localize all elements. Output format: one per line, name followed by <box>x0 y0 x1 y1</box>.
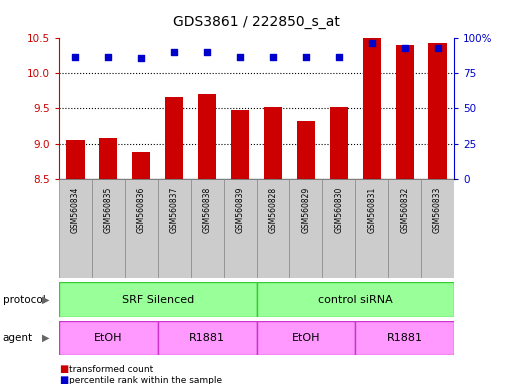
Bar <box>428 43 447 179</box>
Bar <box>59 321 158 355</box>
Text: SRF Silenced: SRF Silenced <box>122 295 194 305</box>
Bar <box>59 282 256 317</box>
Bar <box>158 179 191 278</box>
Text: GSM560837: GSM560837 <box>170 187 179 233</box>
Text: control siRNA: control siRNA <box>318 295 392 305</box>
Bar <box>132 152 150 179</box>
Bar <box>256 282 454 317</box>
Bar <box>355 321 454 355</box>
Bar <box>297 121 315 179</box>
Text: R1881: R1881 <box>387 333 423 343</box>
Text: ▶: ▶ <box>43 333 50 343</box>
Text: EtOH: EtOH <box>94 333 123 343</box>
Bar <box>158 321 256 355</box>
Text: transformed count: transformed count <box>69 365 153 374</box>
Text: ■: ■ <box>59 375 68 384</box>
Bar <box>231 110 249 179</box>
Point <box>71 53 80 60</box>
Point <box>269 53 277 60</box>
Text: GSM560833: GSM560833 <box>433 187 442 233</box>
Text: GSM560830: GSM560830 <box>334 187 343 233</box>
Bar <box>330 107 348 179</box>
Bar <box>59 179 92 278</box>
Point <box>401 45 409 51</box>
Text: agent: agent <box>3 333 33 343</box>
Bar <box>191 179 224 278</box>
Bar <box>198 94 216 179</box>
Text: GSM560836: GSM560836 <box>137 187 146 233</box>
Bar <box>289 179 322 278</box>
Point <box>302 53 310 60</box>
Text: GDS3861 / 222850_s_at: GDS3861 / 222850_s_at <box>173 15 340 29</box>
Bar <box>363 38 381 179</box>
Bar <box>421 179 454 278</box>
Bar <box>92 179 125 278</box>
Bar <box>355 179 388 278</box>
Bar <box>264 107 282 179</box>
Text: GSM560832: GSM560832 <box>400 187 409 233</box>
Text: ▶: ▶ <box>43 295 50 305</box>
Text: GSM560835: GSM560835 <box>104 187 113 233</box>
Text: GSM560829: GSM560829 <box>301 187 310 233</box>
Bar <box>396 45 413 179</box>
Text: GSM560828: GSM560828 <box>268 187 278 233</box>
Bar <box>100 138 117 179</box>
Bar <box>125 179 158 278</box>
Text: GSM560838: GSM560838 <box>203 187 212 233</box>
Point <box>334 53 343 60</box>
Point <box>104 53 112 60</box>
Bar <box>388 179 421 278</box>
Point <box>236 53 244 60</box>
Point <box>137 55 145 61</box>
Point <box>203 50 211 56</box>
Text: R1881: R1881 <box>189 333 225 343</box>
Point <box>170 50 179 56</box>
Bar <box>224 179 256 278</box>
Text: GSM560834: GSM560834 <box>71 187 80 233</box>
Text: EtOH: EtOH <box>291 333 320 343</box>
Text: percentile rank within the sample: percentile rank within the sample <box>69 376 222 384</box>
Point <box>368 40 376 46</box>
Text: GSM560839: GSM560839 <box>235 187 245 233</box>
Text: ■: ■ <box>59 364 68 374</box>
Bar <box>66 140 85 179</box>
Bar <box>322 179 355 278</box>
Text: protocol: protocol <box>3 295 45 305</box>
Text: GSM560831: GSM560831 <box>367 187 376 233</box>
Point <box>433 45 442 51</box>
Bar <box>256 321 355 355</box>
Bar <box>165 96 183 179</box>
Bar <box>256 179 289 278</box>
